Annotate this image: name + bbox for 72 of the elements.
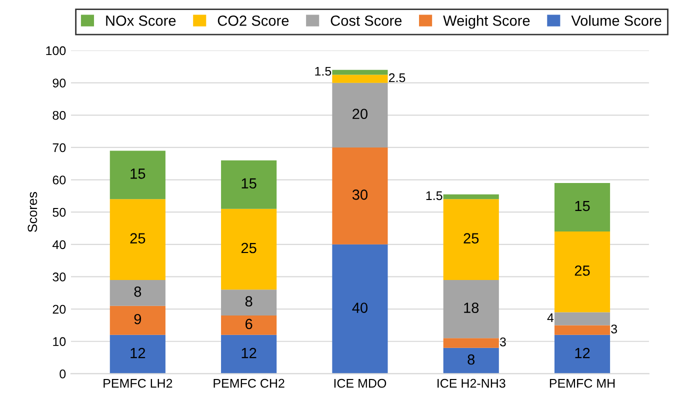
y-tick-label: 80 [52,110,66,120]
data-label: 12 [242,348,256,358]
data-label: 25 [574,265,590,276]
legend-label: Cost Score [330,16,402,26]
bar [332,70,388,75]
data-label: 4 [547,313,554,322]
bar [110,306,166,335]
data-label: 15 [242,178,256,189]
data-label: 20 [352,108,368,120]
bar [443,194,499,200]
bar [221,316,277,335]
legend-label: CO2 Score [218,16,289,26]
bar [443,199,499,280]
y-tick-label: 0 [60,370,66,378]
bar [554,183,610,232]
bar [221,290,277,316]
data-label: 8 [468,354,475,365]
bar [332,74,388,83]
bar [221,160,277,209]
data-label: 3 [500,338,506,346]
bar [110,150,166,200]
data-label: 30 [352,190,368,200]
y-tick-label: 10 [53,337,66,346]
data-label: 18 [464,302,479,313]
data-label: 15 [575,200,590,212]
data-label: 8 [134,286,142,297]
data-label: 2.5 [388,73,406,82]
data-label: 1.5 [426,191,442,200]
bar [554,334,610,374]
data-label: 25 [130,233,146,244]
legend-label: Volume Score [571,15,662,26]
x-tick-label: ICE H2-NH3 [438,378,506,388]
y-tick-label: 60 [52,176,66,184]
x-tick-label: PEMFC MH [550,378,615,388]
data-label: 15 [130,168,146,179]
bar [221,208,277,290]
y-tick-label: 30 [52,272,66,282]
data-label: 1.5 [315,66,332,76]
bar [110,334,166,374]
bar [110,199,166,280]
x-tick-label: PEMFC LH2 [104,378,172,388]
legend-label: NOx Score [106,16,176,26]
bar [443,280,499,338]
bar [332,244,388,374]
data-label: 9 [134,314,142,324]
y-tick-label: 70 [52,143,66,152]
data-label: 3 [611,324,618,334]
x-tick-label: ICE MDO [334,378,386,388]
data-label: 25 [241,242,256,254]
legend-label: Weight Score [443,15,530,29]
bar [221,334,277,374]
bar [554,325,610,335]
bar [110,280,166,306]
data-label: 6 [246,318,252,330]
data-label: 12 [130,348,146,358]
data-label: 8 [245,296,252,307]
data-label: 12 [575,348,590,358]
bar [332,147,388,244]
bar [332,82,388,148]
y-axis-title: Scores [28,192,38,232]
bar [443,338,499,348]
y-tick-label: 100 [46,46,66,56]
y-tick-label: 40 [52,240,66,250]
bar [443,348,499,374]
x-tick-label: PEMFC CH2 [214,378,284,388]
bar [554,231,610,312]
y-tick-label: 50 [52,208,66,217]
y-tick-label: 90 [52,78,66,88]
y-tick-label: 20 [52,304,66,314]
bar [554,312,610,326]
data-label: 25 [464,233,479,244]
data-label: 40 [352,302,368,313]
